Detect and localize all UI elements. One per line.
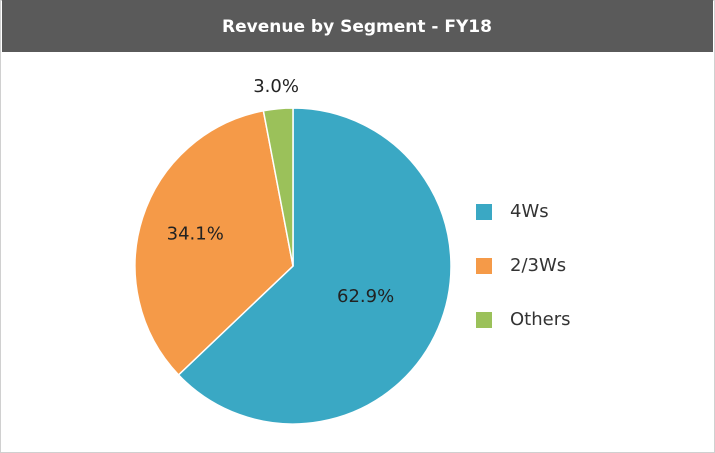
data-label: 62.9%	[337, 286, 394, 307]
legend-swatch	[476, 312, 492, 328]
legend-label: 4Ws	[510, 201, 549, 222]
pie-slice	[177, 107, 452, 425]
pie-slice	[134, 109, 294, 376]
legend-label: 2/3Ws	[510, 255, 566, 276]
pie-slice	[262, 107, 294, 267]
legend-label: Others	[510, 309, 571, 330]
title-bar	[2, 0, 713, 52]
data-label: 34.1%	[167, 224, 224, 245]
legend-swatch	[476, 204, 492, 220]
legend-swatch	[476, 258, 492, 274]
chart-title: Revenue by Segment - FY18	[222, 17, 492, 37]
data-label: 3.0%	[253, 76, 299, 97]
